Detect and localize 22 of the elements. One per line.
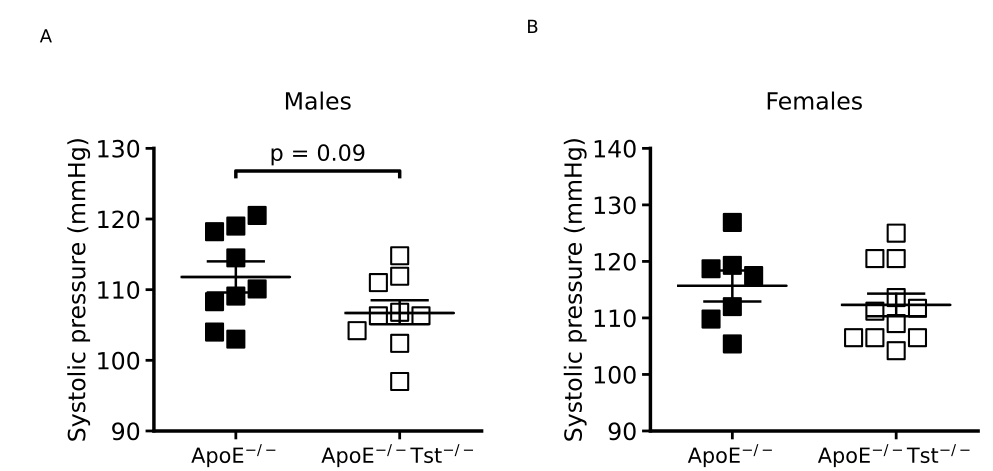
- y-tick-label: 120: [594, 252, 636, 271]
- y-tick-label: 110: [594, 309, 636, 328]
- text: B: [528, 20, 538, 33]
- y-tick-label: 130: [594, 196, 636, 214]
- y-tick-label: 100: [594, 366, 636, 384]
- y-axis-title: Systolic pressure (mmHg): [564, 139, 587, 441]
- x-tick-label: ApoE$^{−/−}$Tst$^{−/−}$: [321, 444, 474, 468]
- x-tick-label: ApoE$^{−/−}$: [688, 444, 772, 468]
- y-tick-label: 100: [98, 352, 140, 370]
- annotation: p = 0.09: [272, 144, 364, 166]
- x-tick-label: ApoE$^{−/−}$Tst$^{−/−}$: [818, 444, 970, 468]
- y-tick-label: 90: [112, 422, 140, 440]
- text: A: [40, 29, 52, 42]
- chart-title: Males: [286, 92, 351, 110]
- y-tick-label: 110: [98, 281, 140, 299]
- y-tick-label: 140: [594, 140, 636, 158]
- chart-title: Females: [768, 92, 862, 110]
- y-axis-title: Systolic pressure (mmHg): [67, 139, 90, 441]
- x-tick-label: ApoE$^{−/−}$: [191, 444, 276, 468]
- y-tick-label: 130: [98, 140, 140, 158]
- y-tick-label: 90: [608, 422, 636, 440]
- y-tick-label: 120: [98, 210, 140, 228]
